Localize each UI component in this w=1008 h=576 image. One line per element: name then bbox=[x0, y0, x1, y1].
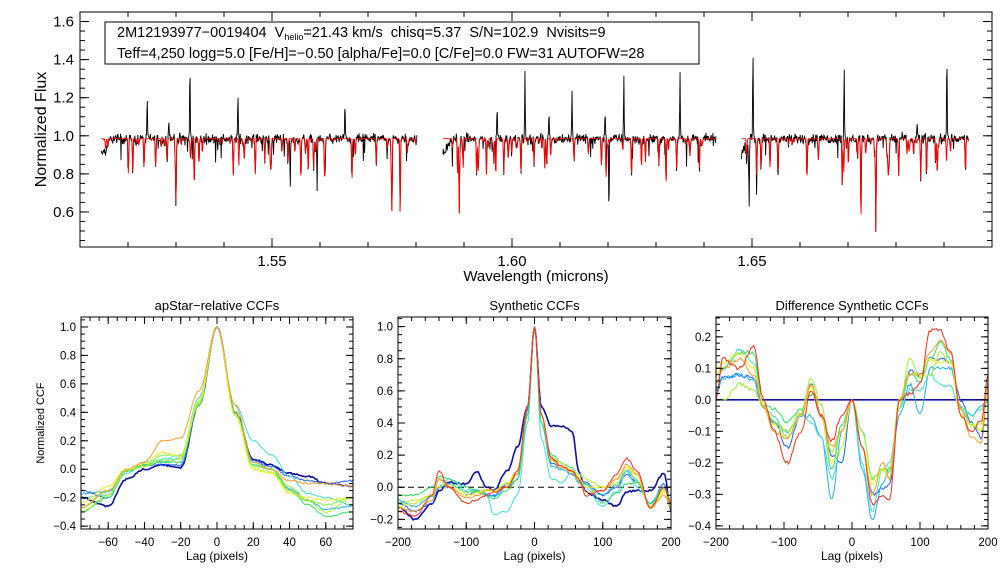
apstar-ccf-panel: apStar−relative CCFs Lag (pixels) Normaliz… bbox=[35, 298, 354, 563]
x-tick-label: −60 bbox=[98, 537, 118, 549]
x-tick-label: −200 bbox=[385, 537, 411, 549]
ccf-series-visit-1 bbox=[398, 326, 671, 521]
x-axis-label: Lag (pixels) bbox=[186, 549, 248, 563]
plot-area bbox=[398, 326, 671, 521]
x-tick-label: 20 bbox=[247, 537, 260, 549]
x-tick-label: 0 bbox=[849, 537, 855, 549]
ccf-series-visit-5 bbox=[81, 326, 353, 518]
y-tick-label: 0.0 bbox=[695, 395, 711, 407]
x-tick-label: 200 bbox=[978, 537, 997, 549]
y-tick-label: 1.0 bbox=[60, 322, 76, 334]
x-tick-label: −100 bbox=[453, 537, 479, 549]
x-tick-label: 1.60 bbox=[497, 253, 526, 270]
info-box-frame bbox=[104, 21, 700, 65]
y-tick-label: 0.2 bbox=[377, 450, 393, 462]
x-tick-label: 200 bbox=[661, 537, 680, 549]
info-line-1: 2M12193977−0019404 Vhelio=21.43 km/s chi… bbox=[117, 25, 606, 42]
y-tick-label: 0.0 bbox=[60, 464, 76, 476]
y-tick-label: 0.4 bbox=[377, 418, 394, 430]
y-tick-label: 0.8 bbox=[377, 354, 393, 366]
x-axis-label: Lag (pixels) bbox=[821, 549, 883, 563]
plot-frame bbox=[79, 11, 993, 248]
plot-area bbox=[100, 58, 970, 233]
synthetic-ccf-panel: Synthetic CCFs Lag (pixels) −200 −100 0 100 20… bbox=[370, 298, 680, 563]
ccf-series-visit-4 bbox=[81, 326, 353, 506]
ccf-series-visit-7 bbox=[398, 326, 671, 508]
y-tick-label: 0.6 bbox=[377, 386, 393, 398]
x-tick-label: 60 bbox=[319, 537, 332, 549]
info-box: 2M12193977−0019404 Vhelio=21.43 km/s chi… bbox=[104, 21, 700, 65]
y-tick-label: 0.6 bbox=[60, 379, 76, 391]
y-axis-label: Normalized CCF bbox=[35, 382, 47, 464]
y-tick-label: −0.2 bbox=[370, 514, 393, 526]
y-tick-label: 0.1 bbox=[695, 363, 711, 375]
ccf-series-visit-8 bbox=[398, 326, 671, 513]
y-tick-label: 1.2 bbox=[53, 90, 74, 107]
panel-title: apStar−relative CCFs bbox=[155, 298, 280, 313]
ccf-series-visit-9 bbox=[716, 328, 988, 506]
ccf-series-visit-9 bbox=[398, 326, 671, 518]
ccf-series-visit-1 bbox=[81, 325, 353, 508]
x-tick-label: 1.65 bbox=[737, 253, 766, 270]
plot-frame bbox=[397, 316, 672, 530]
x-tick-label: 100 bbox=[910, 537, 929, 549]
x-tick-label: −40 bbox=[135, 537, 155, 549]
observed-spectrum-line bbox=[442, 71, 717, 213]
x-tick-label: 1.55 bbox=[257, 253, 286, 270]
observed-spectrum-line bbox=[100, 77, 418, 212]
plot-frame bbox=[80, 316, 354, 530]
y-tick-label: −0.4 bbox=[53, 521, 76, 533]
info-line-2: Teff=4,250 logg=5.0 [Fe/H]=−0.50 [alpha/… bbox=[117, 46, 644, 62]
plot-area bbox=[81, 325, 353, 518]
y-tick-label: 1.6 bbox=[53, 14, 74, 31]
y-tick-label: 0.2 bbox=[695, 332, 711, 344]
x-axis-label: Lag (pixels) bbox=[503, 549, 565, 563]
info-star-id: 2M12193977−0019404 V bbox=[117, 25, 285, 41]
x-tick-label: 100 bbox=[593, 537, 612, 549]
x-tick-label: −20 bbox=[171, 537, 191, 549]
ccf-series-visit-2 bbox=[398, 326, 671, 513]
x-tick-label: 0 bbox=[214, 537, 220, 549]
ccf-series-visit-4 bbox=[716, 348, 988, 512]
ccf-series-visit-6 bbox=[398, 326, 671, 509]
info-vhelio-sub: helio bbox=[284, 32, 303, 42]
ccf-series-visit-3 bbox=[716, 365, 988, 521]
y-tick-label: 0.8 bbox=[60, 350, 76, 362]
y-tick-label: 0.6 bbox=[53, 204, 74, 221]
model-spectrum-line bbox=[741, 137, 969, 233]
y-tick-label: −0.1 bbox=[688, 426, 711, 438]
x-axis-label: Wavelength (microns) bbox=[463, 268, 608, 285]
y-tick-label: 0.8 bbox=[53, 166, 74, 183]
y-tick-label: −0.2 bbox=[688, 458, 711, 470]
panel-title: Difference Synthetic CCFs bbox=[776, 298, 929, 313]
y-tick-label: −0.4 bbox=[688, 521, 711, 533]
y-tick-label: 1.0 bbox=[53, 128, 74, 145]
ccf-series-visit-9 bbox=[81, 326, 353, 508]
info-vhelio-values: =21.43 km/s chisq=5.37 S/N=102.9 Nvisits… bbox=[303, 25, 605, 41]
y-tick-label: 0.2 bbox=[60, 436, 76, 448]
x-tick-label: 0 bbox=[531, 537, 537, 549]
panel-title: Synthetic CCFs bbox=[489, 298, 580, 313]
x-tick-label: 40 bbox=[283, 537, 296, 549]
y-tick-label: 0.0 bbox=[377, 482, 393, 494]
y-tick-label: 1.4 bbox=[53, 52, 74, 69]
plot-area bbox=[716, 328, 988, 521]
spectrum-panel: Wavelength (microns) Normalized Flux 1.55 1… bbox=[33, 11, 993, 285]
y-tick-label: −0.2 bbox=[53, 493, 76, 505]
y-tick-label: −0.3 bbox=[688, 489, 711, 501]
model-spectrum-line bbox=[442, 138, 717, 214]
model-spectrum-line bbox=[101, 137, 418, 211]
y-tick-label: 1.0 bbox=[377, 322, 393, 334]
x-tick-label: −200 bbox=[703, 537, 729, 549]
y-tick-label: 0.4 bbox=[60, 407, 77, 419]
difference-ccf-panel: Difference Synthetic CCFs Lag (pixels) −20… bbox=[688, 298, 997, 563]
y-axis-label: Normalized Flux bbox=[33, 72, 50, 188]
x-tick-label: −100 bbox=[771, 537, 797, 549]
